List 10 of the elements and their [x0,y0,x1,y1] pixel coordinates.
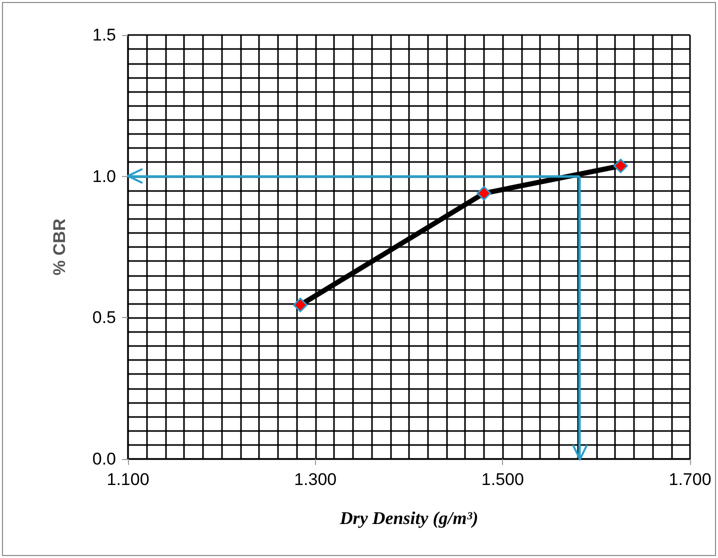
y-tick-label: 1.5 [92,26,116,44]
y-tick-label: 1.0 [92,166,116,186]
x-axis-title: Dry Density (g/m³) [338,508,478,528]
y-tick-label: 0.5 [92,308,116,328]
x-tick-label: 1.500 [481,470,524,489]
x-tick-label: 1.300 [294,470,337,489]
x-tick-label: 1.100 [106,470,150,489]
y-tick-label: 0.0 [92,450,116,468]
y-axis-title: % CBR [50,218,69,276]
x-tick-label: 1.700 [668,470,712,489]
